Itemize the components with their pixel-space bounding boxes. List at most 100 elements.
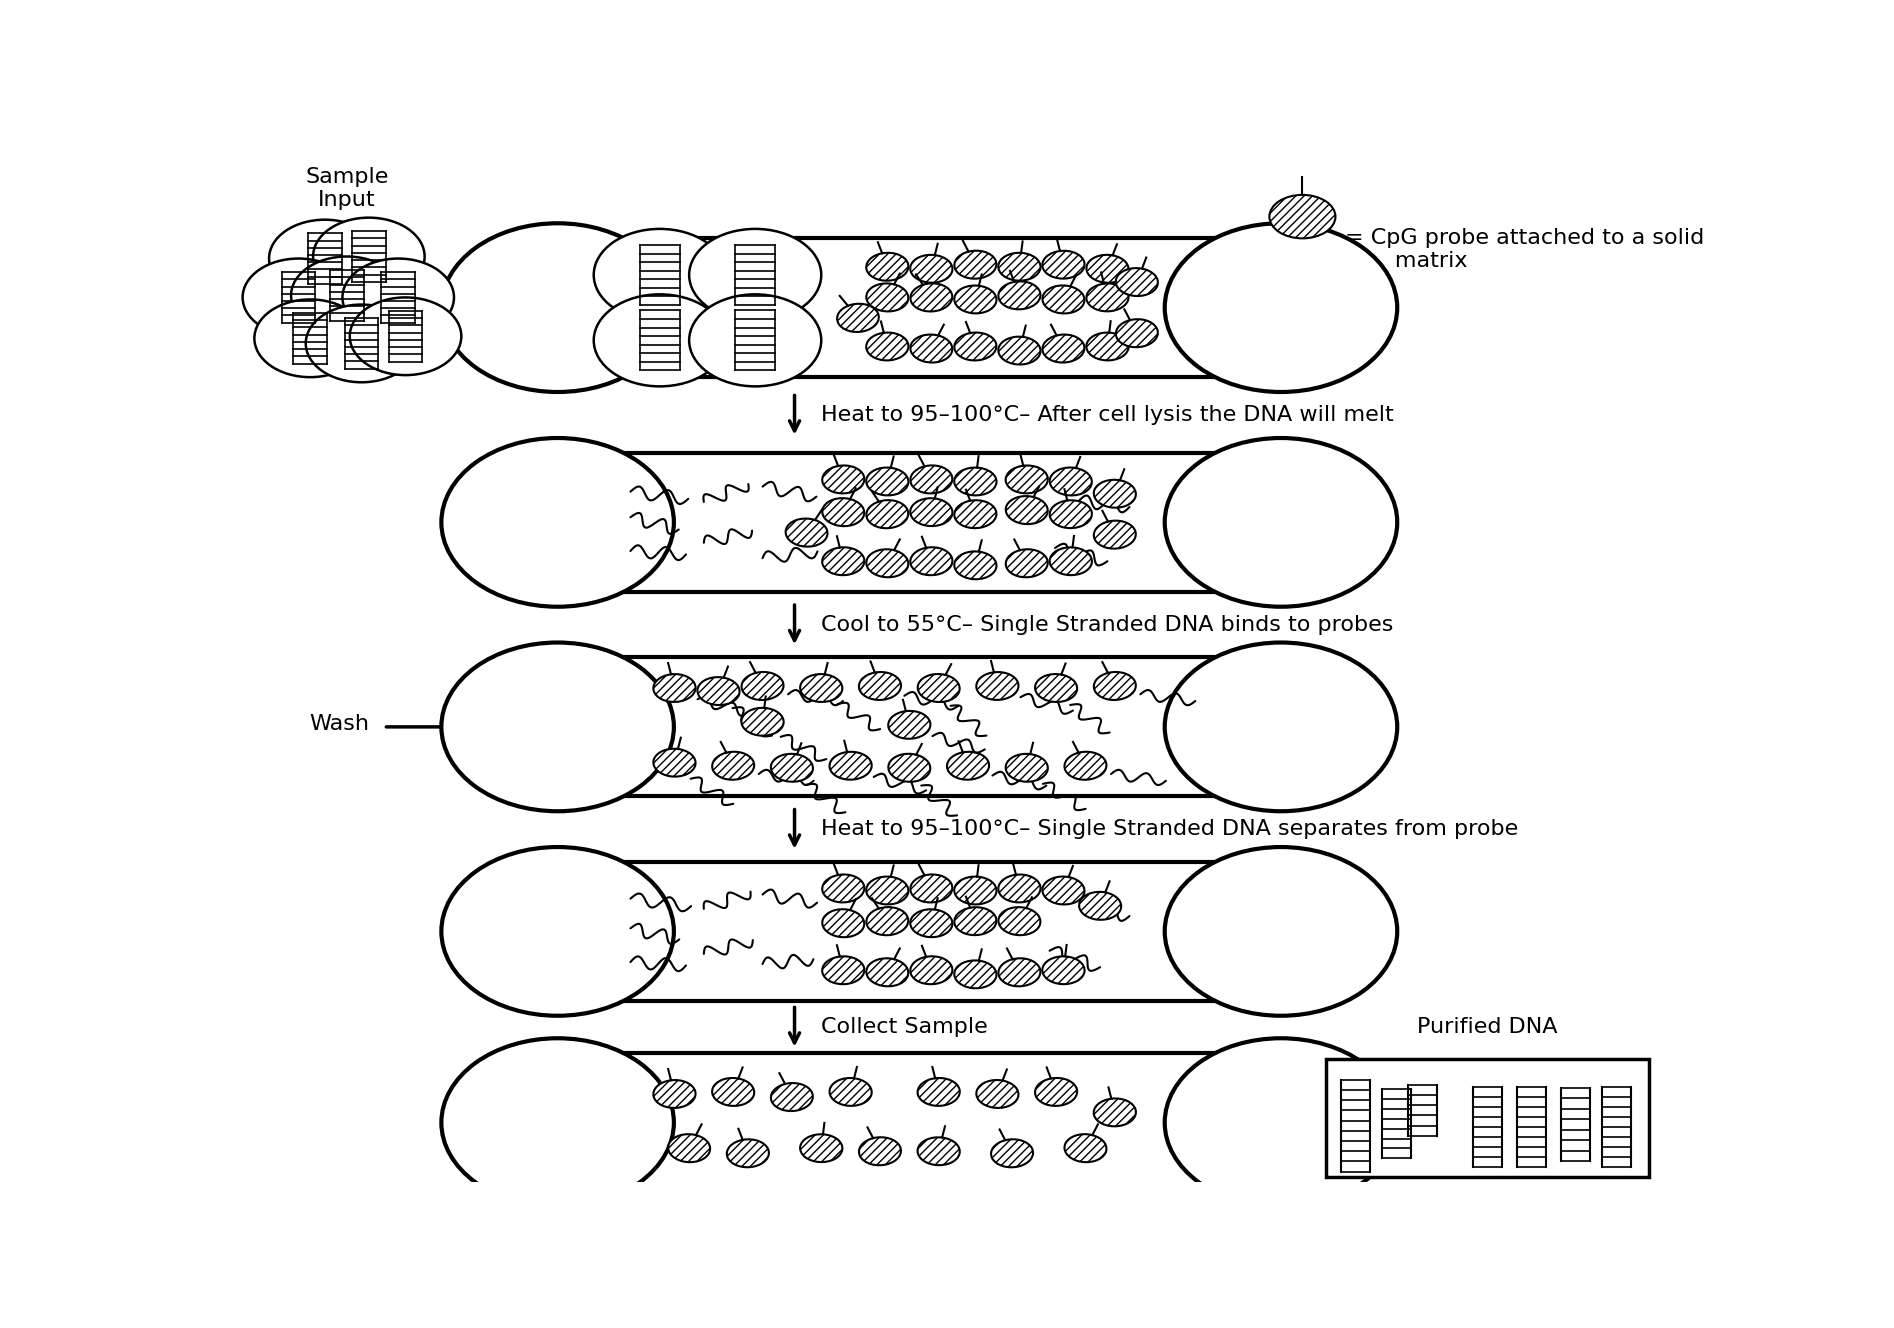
- Ellipse shape: [822, 498, 864, 526]
- Ellipse shape: [1095, 521, 1136, 548]
- Ellipse shape: [822, 874, 864, 903]
- Ellipse shape: [653, 1080, 695, 1108]
- Ellipse shape: [786, 518, 828, 547]
- Ellipse shape: [1049, 547, 1093, 575]
- Circle shape: [689, 228, 822, 321]
- Ellipse shape: [1165, 1038, 1398, 1207]
- Bar: [1326, 1060, 1650, 1177]
- Ellipse shape: [955, 332, 996, 360]
- Ellipse shape: [1049, 501, 1091, 529]
- Ellipse shape: [911, 465, 953, 494]
- Ellipse shape: [955, 907, 996, 935]
- Ellipse shape: [712, 1078, 754, 1106]
- Ellipse shape: [727, 1139, 769, 1167]
- Ellipse shape: [866, 467, 909, 495]
- Bar: [553, 238, 1286, 377]
- Ellipse shape: [998, 252, 1040, 280]
- Ellipse shape: [975, 672, 1019, 700]
- Ellipse shape: [866, 876, 909, 904]
- Bar: [553, 657, 1286, 797]
- Ellipse shape: [653, 749, 695, 777]
- Ellipse shape: [822, 547, 864, 575]
- Ellipse shape: [771, 754, 813, 782]
- Circle shape: [689, 295, 822, 386]
- Ellipse shape: [1006, 550, 1047, 578]
- Ellipse shape: [1087, 283, 1129, 311]
- Circle shape: [593, 295, 725, 386]
- Ellipse shape: [1042, 956, 1085, 984]
- Ellipse shape: [866, 283, 909, 311]
- Ellipse shape: [1034, 1078, 1078, 1106]
- Text: Sample
Input: Sample Input: [305, 167, 388, 210]
- Ellipse shape: [998, 336, 1040, 364]
- Circle shape: [350, 297, 462, 374]
- Ellipse shape: [1093, 479, 1136, 507]
- Circle shape: [269, 219, 381, 297]
- Ellipse shape: [998, 907, 1040, 935]
- Ellipse shape: [911, 283, 953, 312]
- Ellipse shape: [955, 551, 996, 579]
- Ellipse shape: [1116, 319, 1157, 347]
- Ellipse shape: [998, 282, 1040, 309]
- Circle shape: [254, 299, 366, 377]
- Circle shape: [242, 259, 354, 336]
- Ellipse shape: [1042, 251, 1085, 279]
- Circle shape: [292, 256, 403, 335]
- Ellipse shape: [955, 960, 996, 988]
- Ellipse shape: [911, 874, 953, 903]
- Ellipse shape: [741, 708, 784, 736]
- Ellipse shape: [911, 910, 953, 938]
- Ellipse shape: [1165, 438, 1398, 607]
- Circle shape: [313, 218, 424, 295]
- Ellipse shape: [742, 672, 784, 700]
- Ellipse shape: [911, 956, 953, 984]
- Ellipse shape: [1006, 466, 1047, 494]
- Ellipse shape: [441, 223, 674, 392]
- Ellipse shape: [888, 710, 930, 738]
- Ellipse shape: [837, 304, 879, 332]
- Ellipse shape: [1006, 754, 1047, 782]
- Ellipse shape: [669, 1134, 710, 1162]
- Ellipse shape: [799, 1134, 843, 1162]
- Ellipse shape: [1049, 467, 1091, 495]
- Ellipse shape: [975, 1080, 1019, 1108]
- Ellipse shape: [955, 501, 996, 529]
- Circle shape: [343, 259, 455, 336]
- Ellipse shape: [955, 467, 996, 495]
- Ellipse shape: [917, 1137, 960, 1165]
- Ellipse shape: [441, 1038, 674, 1207]
- Ellipse shape: [919, 675, 960, 703]
- Ellipse shape: [653, 675, 695, 703]
- Ellipse shape: [822, 956, 864, 984]
- Ellipse shape: [1034, 675, 1078, 703]
- Text: Wash: Wash: [309, 714, 369, 734]
- Ellipse shape: [991, 1139, 1032, 1167]
- Ellipse shape: [911, 498, 953, 526]
- Circle shape: [305, 304, 417, 382]
- Ellipse shape: [822, 465, 864, 494]
- Ellipse shape: [911, 335, 953, 363]
- Circle shape: [593, 228, 725, 321]
- Ellipse shape: [1080, 892, 1121, 920]
- Ellipse shape: [1165, 643, 1398, 811]
- Ellipse shape: [998, 875, 1040, 903]
- Ellipse shape: [911, 547, 953, 575]
- Ellipse shape: [1064, 752, 1106, 780]
- Ellipse shape: [1042, 876, 1085, 904]
- Text: Cool to 55°C– Single Stranded DNA binds to probes: Cool to 55°C– Single Stranded DNA binds …: [820, 615, 1394, 635]
- Ellipse shape: [866, 252, 909, 280]
- Ellipse shape: [1165, 847, 1398, 1016]
- Ellipse shape: [955, 251, 996, 279]
- Ellipse shape: [917, 1078, 960, 1106]
- Ellipse shape: [1042, 335, 1085, 363]
- Ellipse shape: [866, 959, 909, 987]
- Ellipse shape: [1087, 255, 1129, 283]
- Ellipse shape: [1269, 195, 1335, 238]
- Ellipse shape: [860, 1137, 902, 1165]
- Ellipse shape: [830, 752, 871, 780]
- Ellipse shape: [697, 677, 739, 705]
- Ellipse shape: [947, 752, 989, 780]
- Ellipse shape: [866, 332, 909, 360]
- Ellipse shape: [998, 959, 1040, 987]
- Ellipse shape: [1165, 223, 1398, 392]
